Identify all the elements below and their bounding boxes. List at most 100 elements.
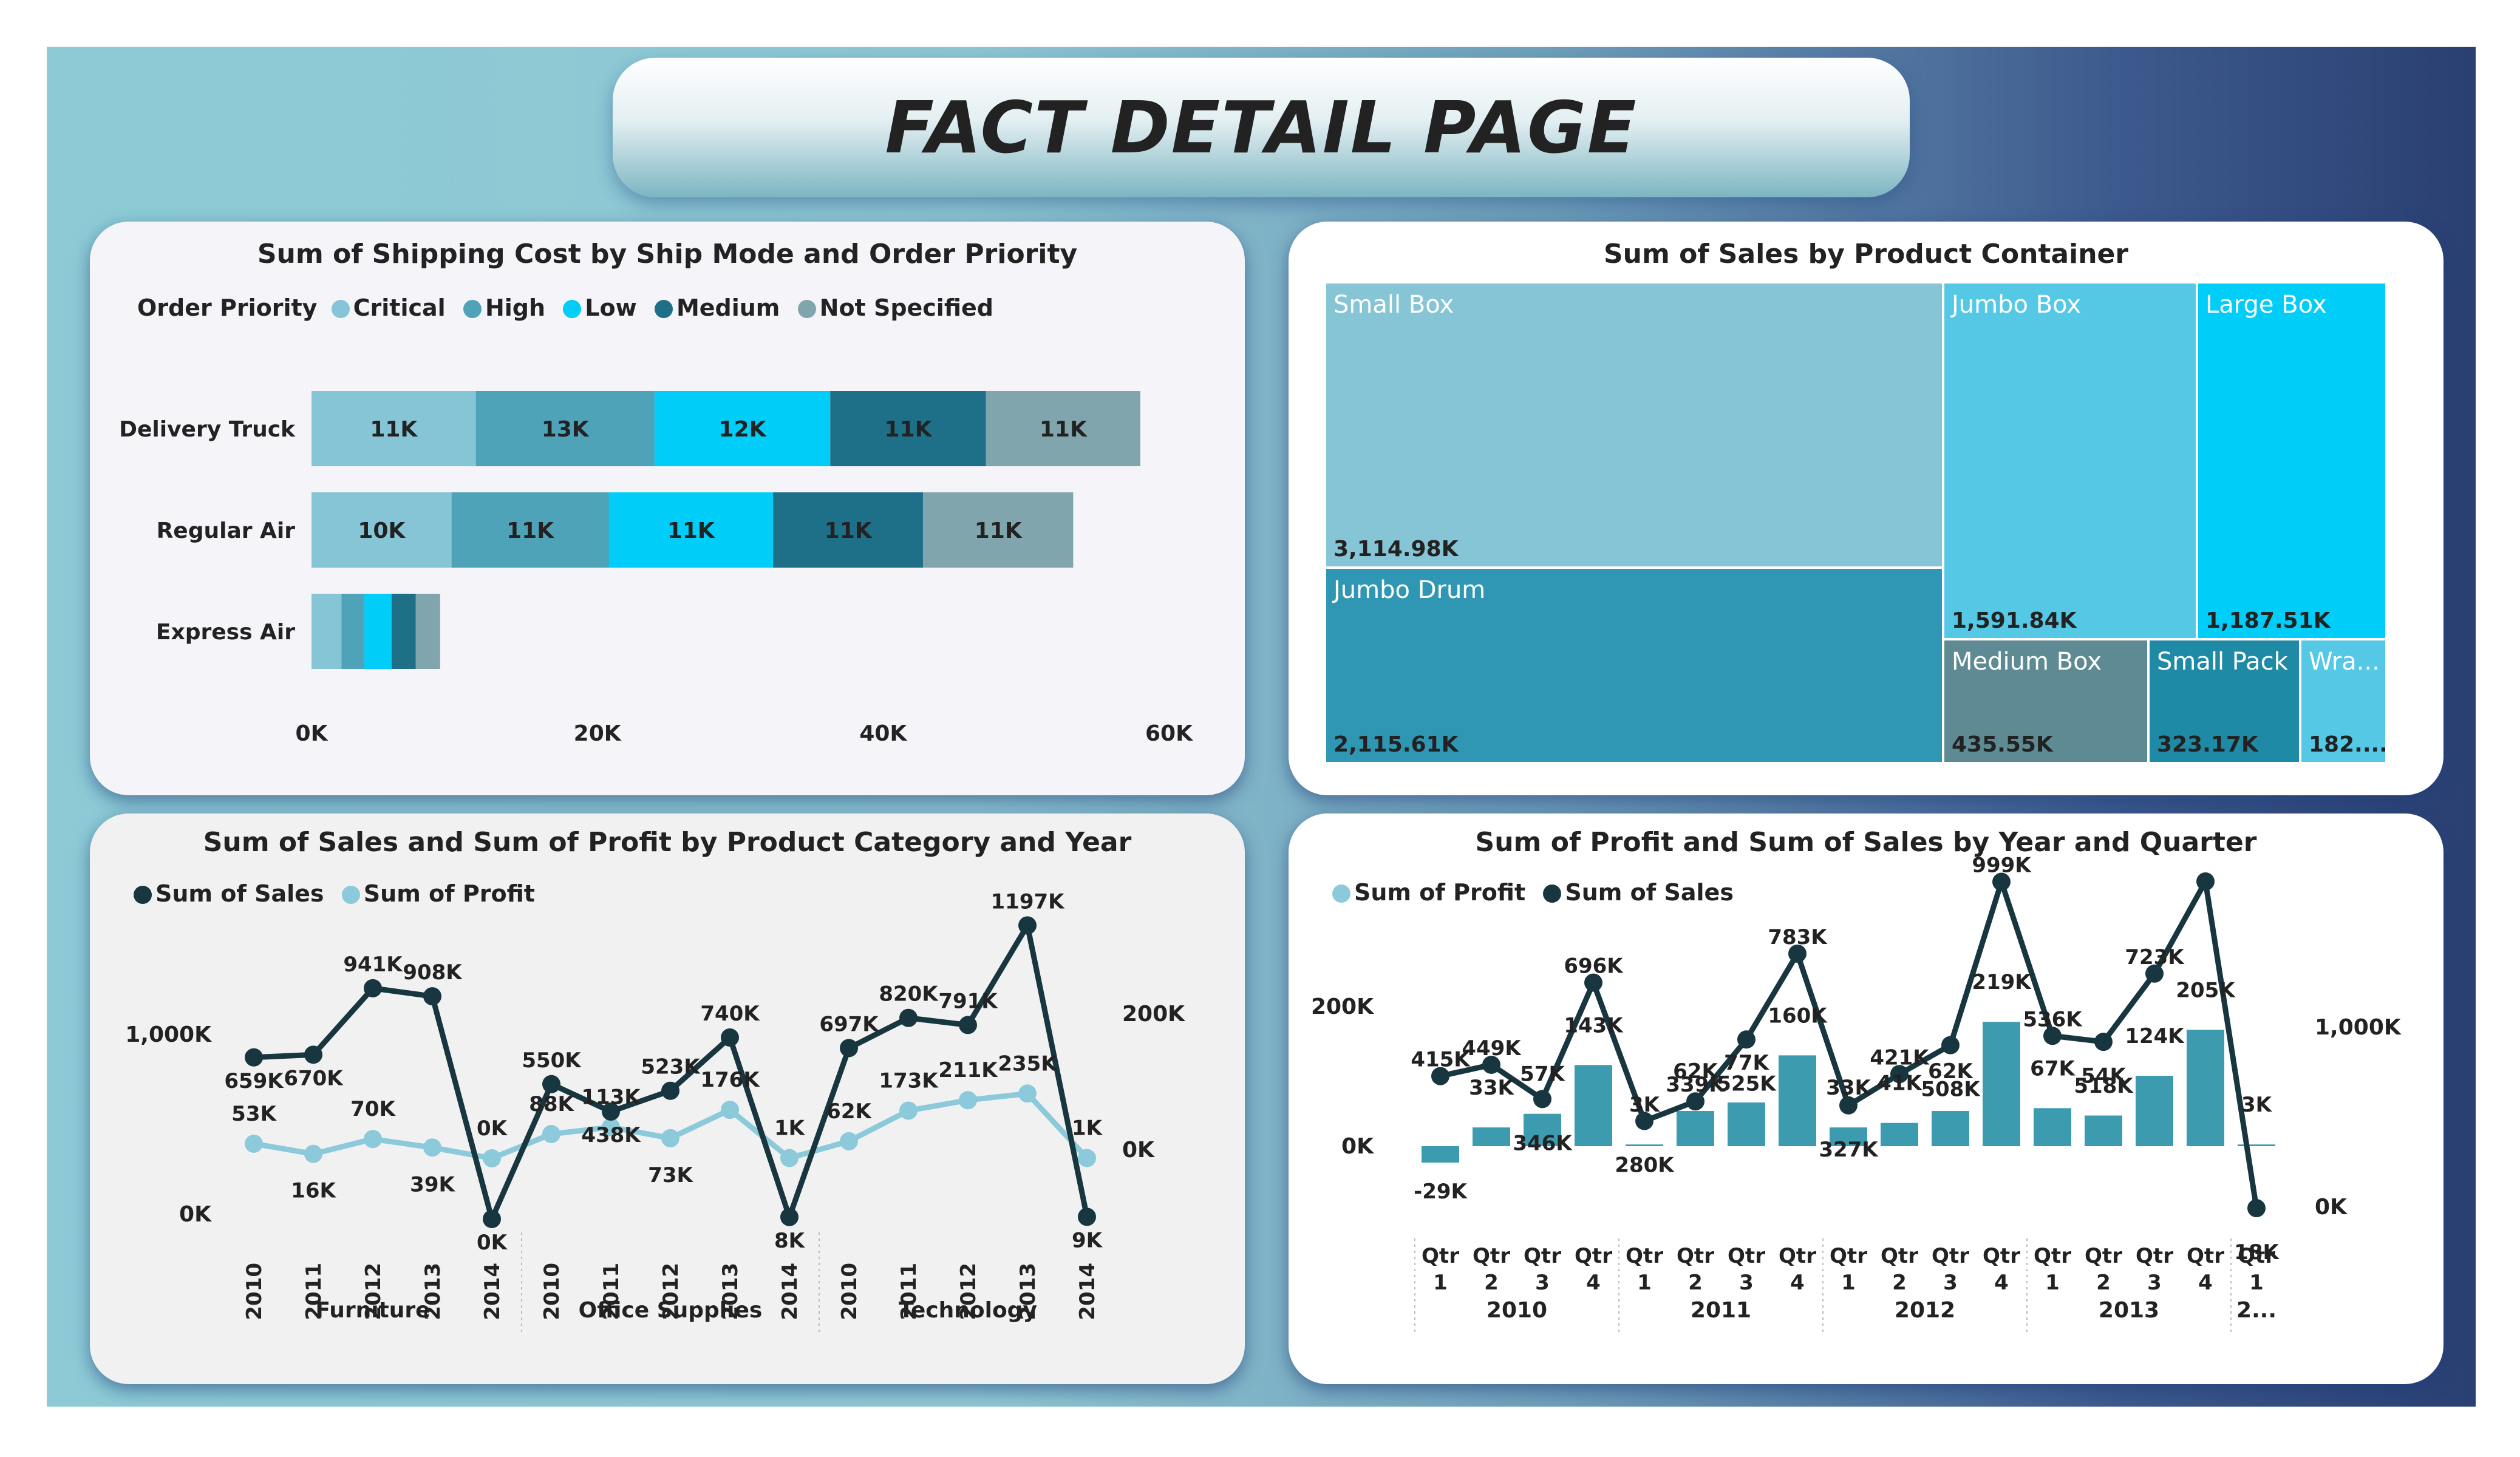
sales-data-label: 449K: [1462, 1036, 1522, 1061]
treemap-cell[interactable]: Wra... 182....: [2300, 639, 2386, 763]
sales-data-label: 327K: [1819, 1138, 1879, 1162]
year-tick-label: 2013: [718, 1263, 743, 1320]
quarter-panel[interactable]: Sum of Profit and Sum of Sales by Year a…: [1289, 813, 2443, 1384]
legend-item-low[interactable]: Low: [557, 294, 640, 321]
legend-item-sum-of-sales[interactable]: Sum of Sales: [1537, 879, 1737, 906]
quarter-tick-label: Qtr: [2034, 1244, 2071, 1268]
data-label: 11K: [825, 518, 873, 543]
profit-bar: [1881, 1122, 1918, 1146]
right-axis-tick: 200K: [1122, 1002, 1185, 1027]
sales-point: [304, 1045, 322, 1064]
treemap-cell[interactable]: Jumbo Drum 2,115.61K: [1325, 568, 1943, 763]
quarter-tick-number: 1: [1841, 1271, 1856, 1295]
sales-point: [2247, 1199, 2266, 1218]
treemap-cell-value: 3,114.98K: [1333, 537, 1459, 562]
sales-data-label: 550K: [522, 1048, 582, 1073]
profit-point: [780, 1149, 799, 1167]
year-label: 2...: [2236, 1298, 2277, 1323]
container-sales-panel[interactable]: Sum of Sales by Product Container Small …: [1289, 222, 2443, 795]
bar-segment: [654, 391, 831, 466]
legend-item-medium[interactable]: Medium: [649, 294, 783, 321]
category-label: Regular Air: [157, 518, 296, 543]
profit-data-label: 176K: [700, 1068, 760, 1092]
year-tick-label: 2010: [837, 1263, 862, 1320]
sales-point: [423, 987, 441, 1006]
shipping-cost-panel[interactable]: Sum of Shipping Cost by Ship Mode and Or…: [90, 222, 1245, 795]
treemap-cell-name: Wra...: [2309, 648, 2380, 676]
profit-point: [1018, 1084, 1037, 1103]
treemap-cell[interactable]: Large Box 1,187.51K: [2197, 282, 2386, 639]
profit-point: [721, 1101, 739, 1119]
profit-bar: [1473, 1127, 1510, 1146]
bar-segment: [341, 594, 365, 669]
sales-point: [661, 1081, 679, 1100]
sales-data-label: 536K: [2023, 1007, 2083, 1031]
profit-data-label: 235K: [998, 1051, 1058, 1076]
profit-bar: [1932, 1111, 1969, 1146]
profit-bar: [2187, 1030, 2224, 1146]
sales-point: [245, 1048, 263, 1067]
data-label: 11K: [667, 518, 715, 543]
profit-data-label: 73K: [648, 1163, 693, 1187]
year-tick-label: 2014: [778, 1263, 802, 1320]
sales-data-label: 659K: [224, 1069, 284, 1093]
category-year-panel[interactable]: Sum of Sales and Sum of Profit by Produc…: [90, 813, 1245, 1384]
profit-point: [1078, 1149, 1096, 1167]
sales-point: [2043, 1027, 2062, 1045]
group-label: Technology: [899, 1298, 1037, 1323]
profit-data-label: 57K: [1520, 1062, 1565, 1087]
sales-point: [780, 1207, 799, 1226]
year-tick-label: 2012: [659, 1263, 683, 1320]
quarter-tick-number: 2: [1688, 1271, 1703, 1295]
profit-bar: [2085, 1115, 2122, 1146]
sales-point: [1018, 916, 1037, 935]
data-label: 13K: [542, 417, 590, 442]
quarter-tick-label: Qtr: [2238, 1244, 2275, 1268]
year-tick-label: 2012: [956, 1263, 981, 1320]
sales-point: [2094, 1033, 2113, 1051]
profit-bar: [1626, 1144, 1663, 1146]
legend-item-high[interactable]: High: [457, 294, 549, 321]
treemap-cell[interactable]: Small Box 3,114.98K: [1325, 282, 1943, 568]
year-label: 2011: [1691, 1298, 1751, 1323]
profit-data-label: 113K: [581, 1085, 641, 1110]
quarter-tick-label: Qtr: [1473, 1244, 1510, 1268]
legend-item-not-specified[interactable]: Not Specified: [792, 294, 997, 321]
treemap-cell[interactable]: Jumbo Box 1,591.84K: [1943, 282, 2197, 639]
profit-data-label: 211K: [938, 1058, 998, 1082]
bar-segment: [312, 594, 342, 669]
profit-point: [423, 1138, 441, 1157]
profit-data-label: 205K: [2176, 978, 2236, 1002]
year-tick-label: 2010: [242, 1263, 267, 1320]
quarter-tick-number: 3: [1739, 1271, 1754, 1295]
sales-point: [1839, 1096, 1858, 1115]
sales-data-label: 518K: [2074, 1074, 2134, 1098]
legend-item-sum-of-sales[interactable]: Sum of Sales: [128, 880, 328, 907]
right-axis-tick: 0K: [1122, 1138, 1155, 1163]
profit-data-label: 67K: [2030, 1056, 2076, 1081]
profit-data-label: 62K: [826, 1099, 872, 1124]
sales-point: [1584, 973, 1602, 992]
quarter-tick-label: Qtr: [1422, 1244, 1459, 1268]
quarter-tick-label: Qtr: [1881, 1244, 1918, 1268]
sales-point: [1890, 1065, 1909, 1084]
sales-point: [602, 1102, 620, 1121]
quarter-tick-label: Qtr: [2136, 1244, 2173, 1268]
treemap-cell[interactable]: Small Pack 323.17K: [2148, 639, 2300, 763]
legend-item-sum-of-profit[interactable]: Sum of Profit: [336, 880, 539, 907]
bar-segment: [923, 492, 1074, 568]
sales-data-label: 415K: [1411, 1048, 1471, 1072]
shipping-bar-chart: Delivery Truck 11K 13K 12K 11K 11K Regular Air…: [119, 391, 1193, 746]
profit-bar: [1524, 1113, 1561, 1146]
container-treemap: Small Box 3,114.98K Jumbo Drum 2,115.61K Jum…: [1325, 282, 2386, 763]
treemap-cell[interactable]: Medium Box 435.55K: [1943, 639, 2148, 763]
profit-data-label: 77K: [1724, 1051, 1769, 1075]
profit-data-label: 70K: [350, 1097, 396, 1121]
quarter-tick-label: Qtr: [1677, 1244, 1714, 1268]
year-tick-label: 2014: [480, 1263, 505, 1320]
legend-item-sum-of-profit[interactable]: Sum of Profit: [1326, 879, 1529, 906]
sales-data-label: 339K: [1666, 1073, 1726, 1097]
legend-item-critical[interactable]: Critical: [325, 294, 449, 321]
quarter-chart-title: Sum of Profit and Sum of Sales by Year a…: [1475, 827, 2257, 858]
